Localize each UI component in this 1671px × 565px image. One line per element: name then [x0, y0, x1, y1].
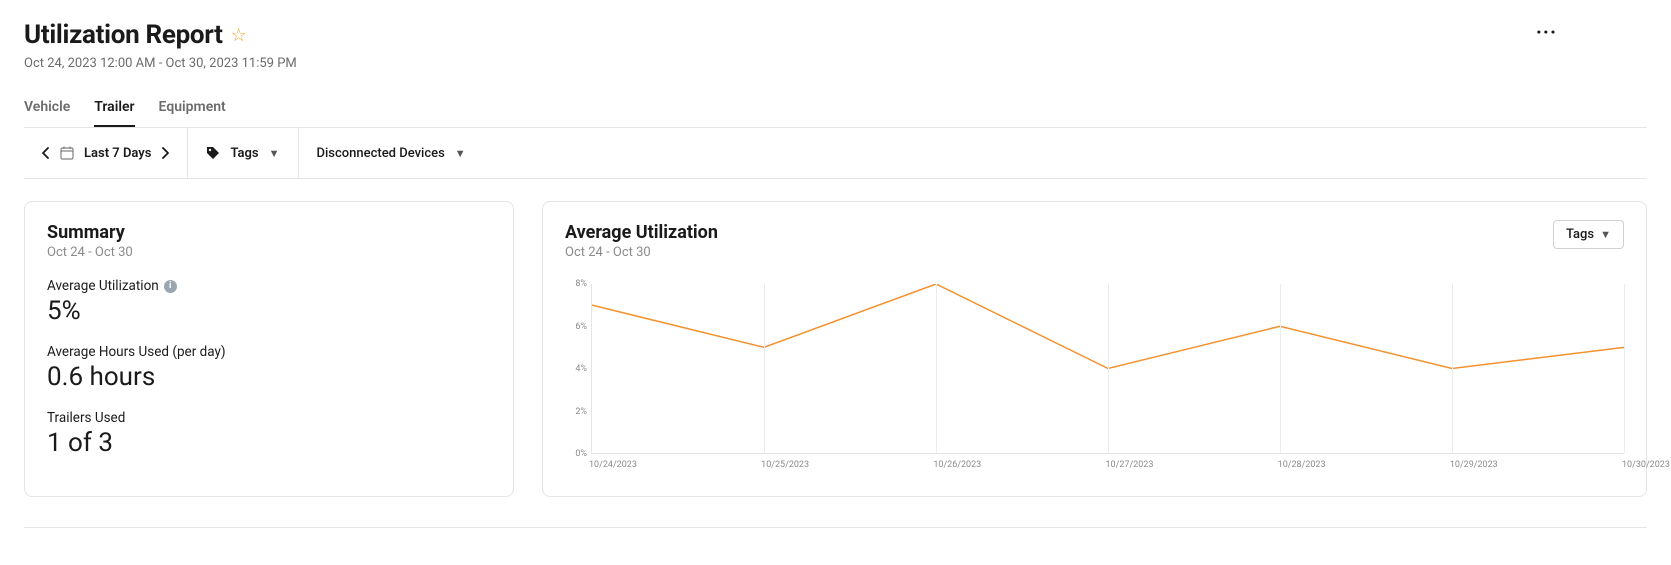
page-header: Utilization Report ☆ Oct 24, 2023 12:00 … [24, 20, 1647, 71]
y-tick-label: 0% [575, 449, 587, 459]
metric-label: Trailers Used [47, 410, 491, 426]
metric: Trailers Used 1 of 3 [47, 410, 491, 458]
summary-title: Summary [47, 222, 491, 243]
devices-filter[interactable]: Disconnected Devices ▼ [299, 128, 484, 178]
tags-filter-label: Tags [230, 146, 258, 161]
tags-filter[interactable]: Tags ▼ [188, 128, 298, 178]
y-tick-label: 2% [575, 407, 587, 417]
date-range-text: Oct 24, 2023 12:00 AM - Oct 30, 2023 11:… [24, 56, 297, 71]
caret-down-icon: ▼ [269, 147, 280, 160]
page-title: Utilization Report [24, 20, 223, 50]
metric-value: 0.6 hours [47, 362, 491, 392]
x-tick-label: 10/28/2023 [1278, 460, 1326, 470]
tab-equipment[interactable]: Equipment [159, 99, 226, 127]
chart-area: 0%2%4%6%8% 10/24/202310/25/202310/26/202… [565, 284, 1624, 474]
info-icon[interactable]: i [164, 280, 177, 293]
caret-down-icon: ▼ [1600, 228, 1611, 241]
x-tick-label: 10/24/2023 [589, 460, 637, 470]
x-tick-label: 10/27/2023 [1106, 460, 1154, 470]
grid-line [764, 284, 765, 453]
grid-line [1280, 284, 1281, 453]
date-preset-label: Last 7 Days [84, 146, 151, 161]
metric-value: 5% [47, 296, 491, 326]
grid-line [1452, 284, 1453, 453]
caret-down-icon: ▼ [455, 147, 466, 160]
divider [24, 527, 1647, 528]
grid-line [1624, 284, 1625, 453]
chevron-left-icon[interactable] [42, 147, 50, 159]
chart-tags-button[interactable]: Tags ▼ [1553, 220, 1624, 249]
grid-line [1108, 284, 1109, 453]
y-tick-label: 8% [575, 279, 587, 289]
metric-value: 1 of 3 [47, 428, 491, 458]
filter-bar: Last 7 Days Tags ▼ Disconnected Devices … [24, 127, 1647, 179]
chart-subtitle: Oct 24 - Oct 30 [565, 245, 1624, 260]
x-tick-label: 10/25/2023 [761, 460, 809, 470]
tab-vehicle[interactable]: Vehicle [24, 99, 70, 127]
metric: Average Utilizationi 5% [47, 278, 491, 326]
y-tick-label: 6% [575, 322, 587, 332]
grid-line [936, 284, 937, 453]
y-tick-label: 4% [575, 364, 587, 374]
favorite-star-icon[interactable]: ☆ [231, 25, 247, 46]
summary-metrics: Average Utilizationi 5% Average Hours Used… [47, 278, 491, 458]
metric-label: Average Utilizationi [47, 278, 491, 294]
x-tick-label: 10/26/2023 [933, 460, 981, 470]
chart-tags-label: Tags [1566, 227, 1594, 242]
calendar-icon [60, 146, 74, 160]
devices-filter-label: Disconnected Devices [317, 146, 445, 161]
x-tick-label: 10/30/2023 [1622, 460, 1670, 470]
x-axis: 10/24/2023 10/25/2023 10/26/2023 10/27/2023… [591, 458, 1624, 474]
tab-bar: Vehicle Trailer Equipment [24, 99, 1647, 127]
title-block: Utilization Report ☆ Oct 24, 2023 12:00 … [24, 20, 297, 71]
metric-label: Average Hours Used (per day) [47, 344, 491, 360]
more-options-icon[interactable]: ··· [1536, 20, 1647, 44]
chart-plot [591, 284, 1624, 454]
metric: Average Hours Used (per day) 0.6 hours [47, 344, 491, 392]
chart-card: Average Utilization Oct 24 - Oct 30 Tags… [542, 201, 1647, 497]
chart-title: Average Utilization [565, 222, 1624, 243]
cards-row: Summary Oct 24 - Oct 30 Average Utilizat… [24, 201, 1647, 497]
x-tick-label: 10/29/2023 [1450, 460, 1498, 470]
tab-trailer[interactable]: Trailer [94, 99, 134, 127]
tag-icon [206, 146, 220, 160]
chevron-right-icon[interactable] [161, 147, 169, 159]
summary-card: Summary Oct 24 - Oct 30 Average Utilizat… [24, 201, 514, 497]
summary-subtitle: Oct 24 - Oct 30 [47, 245, 491, 260]
date-range-picker[interactable]: Last 7 Days [24, 128, 188, 178]
y-axis: 0%2%4%6%8% [565, 284, 591, 454]
